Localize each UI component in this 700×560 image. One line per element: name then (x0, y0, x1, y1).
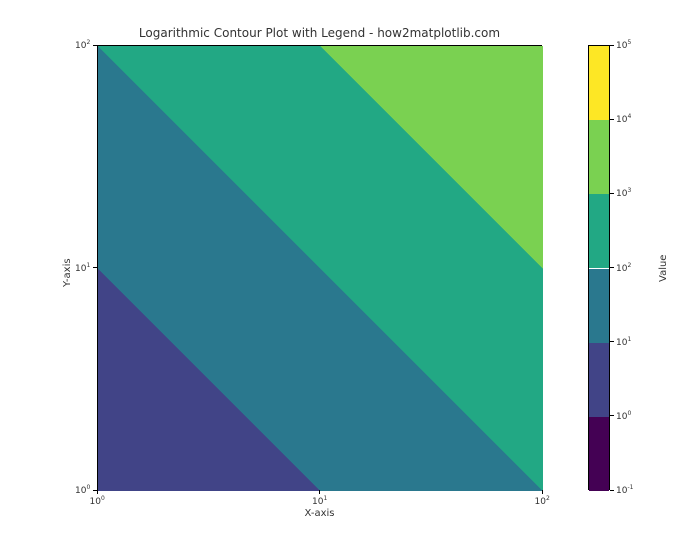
x-tick-label: 102 (535, 495, 550, 507)
colorbar-tick-mark (610, 45, 614, 46)
colorbar-tick-label: 100 (616, 410, 631, 422)
x-tick-label: 100 (90, 495, 105, 507)
figure: Logarithmic Contour Plot with Legend - h… (0, 0, 700, 560)
x-axis-label: X-axis (97, 508, 542, 519)
colorbar-band (589, 343, 609, 417)
colorbar (588, 45, 610, 490)
colorbar-band (589, 417, 609, 491)
colorbar-tick-label: 10-1 (616, 484, 633, 496)
colorbar-tick-mark (610, 490, 614, 491)
colorbar-tick-mark (610, 415, 614, 416)
colorbar-tick-mark (610, 193, 614, 194)
y-tick-label: 100 (75, 484, 90, 496)
colorbar-tick-mark (610, 341, 614, 342)
x-tick-mark (97, 490, 98, 494)
colorbar-band (589, 194, 609, 268)
colorbar-tick-label: 105 (616, 39, 631, 51)
y-tick-mark (93, 267, 97, 268)
y-tick-mark (93, 45, 97, 46)
chart-title: Logarithmic Contour Plot with Legend - h… (97, 26, 542, 40)
colorbar-tick-label: 102 (616, 262, 631, 274)
colorbar-band (589, 269, 609, 343)
x-tick-mark (542, 490, 543, 494)
y-tick-label: 101 (75, 262, 90, 274)
x-tick-label: 101 (312, 495, 327, 507)
y-tick-label: 102 (75, 39, 90, 51)
colorbar-band (589, 46, 609, 120)
colorbar-tick-mark (610, 267, 614, 268)
colorbar-tick-label: 104 (616, 113, 631, 125)
colorbar-tick-label: 103 (616, 187, 631, 199)
contour-surface (98, 46, 543, 491)
colorbar-band (589, 120, 609, 194)
colorbar-tick-mark (610, 119, 614, 120)
colorbar-tick-label: 101 (616, 336, 631, 348)
y-axis-label: Y-axis (62, 258, 73, 287)
y-tick-mark (93, 490, 97, 491)
colorbar-label: Value (658, 255, 669, 282)
plot-area (97, 45, 542, 490)
x-tick-mark (319, 490, 320, 494)
